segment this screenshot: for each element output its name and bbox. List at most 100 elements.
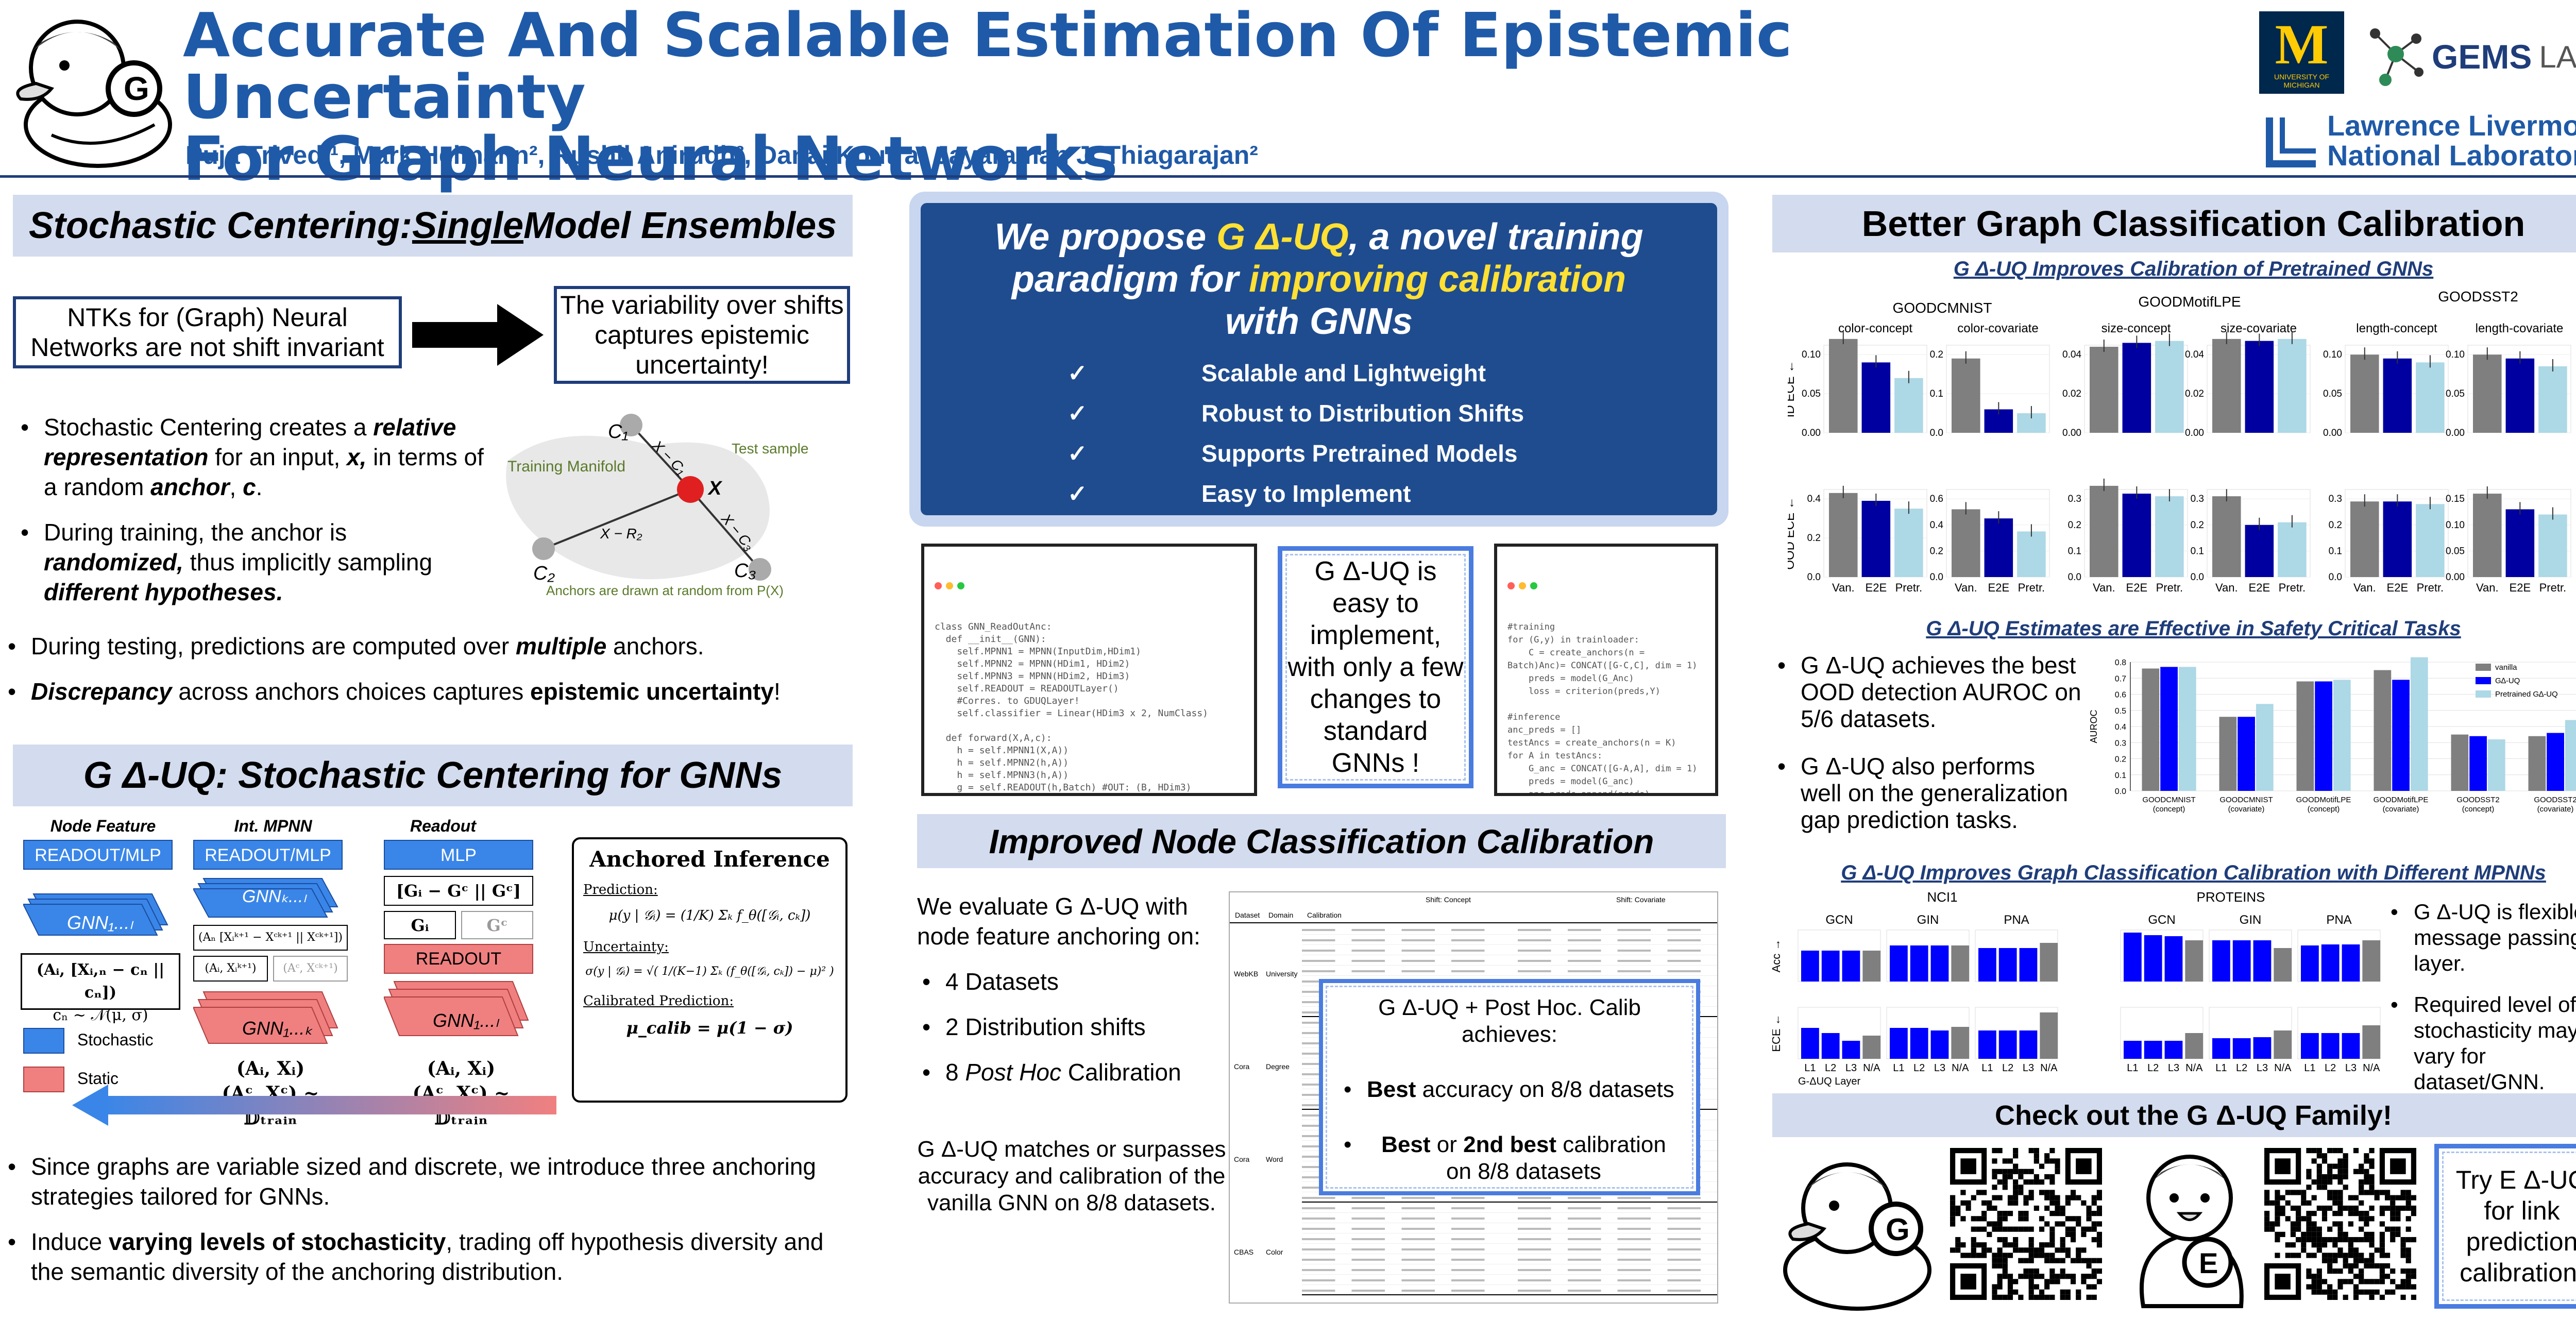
qr-module <box>2091 1237 2097 1243</box>
qr-module <box>2049 1174 2055 1180</box>
qr-module <box>2065 1253 2071 1258</box>
ece-bar <box>1984 518 2013 577</box>
qr-module <box>2096 1221 2102 1227</box>
qr-module <box>1992 1185 1997 1190</box>
qr-module <box>2327 1289 2333 1295</box>
int-gnn-stack <box>193 878 338 918</box>
qr-module <box>2275 1216 2280 1222</box>
qr-module <box>2091 1268 2097 1274</box>
qr-module <box>2269 1226 2275 1232</box>
mpnn-bar <box>2342 944 2360 982</box>
qr-module <box>2343 1294 2348 1300</box>
qr-module <box>2348 1268 2353 1274</box>
node-bullet-datasets: 4 Datasets <box>917 967 1226 996</box>
qr-module <box>2316 1279 2322 1284</box>
qr-module <box>2364 1174 2369 1180</box>
qr-module <box>2321 1289 2328 1295</box>
qr-module <box>2018 1226 2024 1232</box>
qr-module <box>2002 1237 2008 1243</box>
qr-module <box>2028 1179 2034 1185</box>
qr-module <box>1981 1216 1987 1222</box>
ece-bar <box>2155 341 2184 433</box>
auroc-bar <box>2565 720 2576 791</box>
qr-module <box>2013 1226 2019 1232</box>
qr-finder-core <box>1960 1274 1976 1290</box>
qr-module <box>1997 1253 2003 1258</box>
ece-xtick: E2E <box>1988 581 2010 594</box>
qr-module <box>2337 1148 2343 1154</box>
qr-module <box>2332 1174 2338 1180</box>
auroc-xtick: GOODMotifLPE <box>2296 796 2351 804</box>
qr-module <box>2007 1289 2013 1295</box>
panel-title: length-covariate <box>2476 322 2564 335</box>
qr-module <box>2002 1263 2008 1269</box>
mpnn-bar <box>2144 935 2162 982</box>
anchors-label: Anchors are drawn at random from P(X) <box>546 583 784 598</box>
ece-bar <box>2245 525 2274 577</box>
qr-module <box>2390 1195 2396 1200</box>
panel-ytick: 0.10 <box>2446 349 2465 360</box>
qr-module <box>2091 1200 2097 1206</box>
qr-module <box>2306 1253 2312 1258</box>
mpnn-xtick: N/A <box>2274 1062 2292 1074</box>
qr-module <box>2007 1195 2013 1200</box>
qr-module <box>2332 1195 2338 1200</box>
gradient-arrow-icon <box>72 1085 556 1126</box>
int-gnn-1k-label: GNN₁...ₖ <box>242 1018 313 1039</box>
qr-module <box>2033 1148 2039 1154</box>
qr-module <box>2332 1148 2338 1154</box>
qr-module <box>2379 1247 2385 1253</box>
qr-module <box>2096 1242 2102 1248</box>
qr-module <box>2065 1231 2071 1237</box>
qr-module <box>2007 1279 2013 1284</box>
auroc-bar <box>2142 668 2160 791</box>
qr-module <box>1987 1205 1992 1211</box>
qr-module <box>2096 1211 2102 1216</box>
qr-module <box>2321 1179 2328 1185</box>
qr-module <box>2290 1242 2296 1248</box>
mpnn-xtick: L3 <box>2023 1062 2034 1074</box>
qr-finder-core <box>2275 1158 2291 1174</box>
panel-ytick: 0.0 <box>1930 572 1943 583</box>
qr-module <box>2359 1190 2364 1195</box>
qr-module <box>1987 1247 1992 1253</box>
qr-module <box>2327 1148 2333 1154</box>
gduq-bullets: Since graphs are variable sized and disc… <box>3 1152 853 1302</box>
mpnn-model-label: GIN <box>2240 913 2262 927</box>
qr-module <box>2306 1274 2312 1279</box>
qr-module <box>2049 1195 2055 1200</box>
qr-module <box>2070 1274 2076 1279</box>
col-node-feature: Node Feature <box>50 817 156 835</box>
qr-module <box>2039 1247 2045 1253</box>
table-row <box>1302 924 1717 935</box>
table-row <box>1302 1203 1717 1213</box>
qr-module <box>2359 1200 2364 1206</box>
qr-module <box>2405 1216 2411 1222</box>
ece-bar <box>2473 354 2502 433</box>
qr-module <box>2275 1253 2280 1258</box>
col-readout: Readout <box>410 817 476 835</box>
qr-module <box>2405 1237 2411 1243</box>
qr-module <box>2306 1148 2312 1154</box>
qr-module <box>1992 1148 1997 1154</box>
qr-module <box>2395 1205 2401 1211</box>
panel-title: length-concept <box>2356 322 2437 335</box>
qr-module <box>2091 1195 2097 1200</box>
qr-module <box>2070 1258 2076 1263</box>
qr-module <box>2369 1289 2375 1295</box>
panel-ytick: 0.15 <box>2446 494 2465 504</box>
anchor-c1 <box>620 414 642 436</box>
sub2-title: G Δ-UQ Estimates are Effective in Safety… <box>1926 617 2461 640</box>
qr-module <box>2065 1216 2071 1222</box>
ece-xtick: E2E <box>2126 581 2148 594</box>
mpnn-xtick: L2 <box>1825 1062 1836 1074</box>
qr-module <box>1960 1216 1966 1222</box>
ece-bar <box>2538 366 2567 433</box>
qr-module <box>2348 1237 2353 1243</box>
qr-module <box>2337 1195 2343 1200</box>
achieve-title: G Δ-UQ + Post Hoc. Calib achieves: <box>1378 995 1641 1047</box>
qr-module <box>2364 1216 2369 1222</box>
qr-module <box>2332 1289 2338 1295</box>
safety-bullets: G Δ-UQ achieves the best OOD detection A… <box>1772 652 2081 849</box>
qr-module <box>2332 1221 2338 1227</box>
